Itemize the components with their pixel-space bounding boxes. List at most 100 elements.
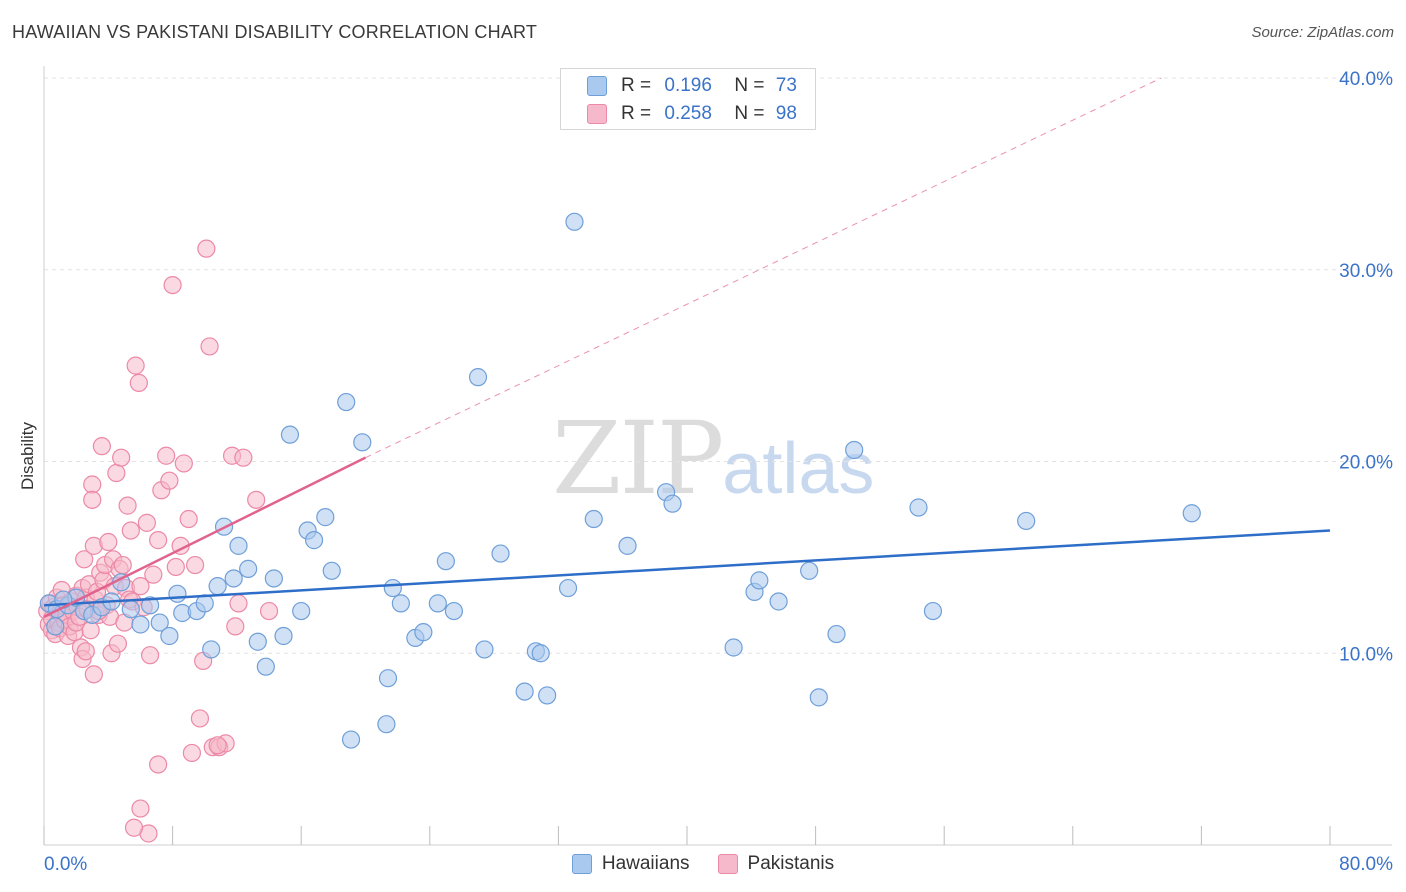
hawaiian-point (515, 682, 534, 701)
hawaiian-point (168, 584, 187, 603)
hawaiian-point (304, 531, 324, 550)
legend-swatch-hawaiians (587, 76, 607, 96)
pakistani-point (163, 275, 182, 295)
hawaiian-point (584, 509, 603, 529)
hawaiian-point (224, 569, 243, 588)
axis-labels: 10.0% 20.0% 30.0% 40.0% 0.0% 80.0% Disability (18, 69, 1393, 875)
pakistani-point (113, 555, 132, 575)
pakistani-point (144, 565, 163, 584)
hawaiian-point (468, 368, 488, 387)
hawaiian-point (383, 578, 402, 598)
legend-n-value: 98 (775, 103, 797, 124)
trend-lines (43, 77, 1331, 618)
hawaiian-point (121, 600, 140, 619)
pakistani-trend-extension (365, 77, 1162, 459)
watermark: ZIPatlas (552, 400, 874, 517)
legend-n-label: N = (734, 103, 765, 124)
hawaiian-point (845, 440, 864, 460)
hawaiian-point (414, 623, 433, 642)
hawaiian-point (663, 494, 682, 513)
y-tick-label: 40.0% (1339, 69, 1393, 90)
legend-r-label: R = (621, 103, 652, 124)
pakistani-trend-line (43, 456, 367, 618)
pakistani-point (226, 617, 245, 636)
hawaiian-point (140, 596, 160, 615)
x-tick-label: 0.0% (44, 854, 87, 875)
hawaiian-point (809, 688, 828, 707)
series-legend: Hawaiians Pakistanis (0, 850, 1406, 878)
legend-label-pakistanis: Pakistanis (747, 853, 835, 874)
hawaiian-point (208, 577, 227, 596)
hawaiian-point (618, 536, 637, 555)
hawaiian-point (353, 433, 372, 452)
hawaiian-point (292, 601, 311, 621)
hawaiian-point (160, 626, 179, 646)
hawaiian-point (444, 601, 464, 621)
pakistani-point (118, 496, 137, 515)
hawaiian-point (239, 559, 258, 578)
pakistani-point (259, 601, 279, 621)
legend-n-label: N = (734, 75, 765, 96)
pakistani-point (200, 337, 219, 356)
hawaiian-point (150, 613, 169, 632)
pakistani-point (208, 736, 227, 755)
hawaiian-point (923, 601, 943, 621)
hawaiian-point (436, 552, 455, 571)
pakistani-point (107, 463, 126, 483)
hawaiian-point (565, 212, 584, 231)
y-tick-label: 10.0% (1339, 644, 1393, 665)
hawaiian-point (337, 392, 356, 412)
pakistani-point (121, 521, 140, 540)
hawaiian-point (827, 624, 846, 644)
hawaiian-point (1182, 504, 1201, 523)
hawaiian-point (322, 561, 341, 580)
hawaiian-point (256, 657, 275, 676)
axes (43, 66, 1392, 846)
hawaiian-point (724, 638, 743, 657)
hawaiian-point (391, 594, 410, 613)
pakistani-point (160, 471, 179, 490)
pakistani-point (129, 373, 148, 392)
pakistani-point (92, 437, 111, 456)
hawaiian-point (280, 425, 300, 444)
legend-r-value: 0.196 (664, 75, 712, 96)
legend-item-pakistanis[interactable]: Pakistanis (717, 853, 835, 875)
hawaiian-point (131, 615, 150, 634)
y-axis-label: Disability (18, 421, 37, 490)
hawaiian-point (341, 730, 361, 749)
pakistani-point (149, 531, 168, 550)
hawaiian-point (475, 640, 494, 659)
pakistani-point (186, 555, 205, 575)
pakistani-point (76, 642, 95, 661)
pakistani-point (174, 454, 193, 473)
legend-r-label: R = (621, 75, 652, 96)
pakistani-point (126, 356, 145, 375)
legend-label-hawaiians: Hawaiians (601, 853, 690, 874)
hawaiian-point (750, 571, 769, 590)
legend-swatch-pakistanis (587, 104, 607, 124)
chart-source: Source: ZipAtlas.com (1251, 24, 1394, 41)
hawaiian-point (428, 594, 447, 613)
y-tick-label: 20.0% (1339, 453, 1393, 474)
hawaiian-point (538, 686, 557, 705)
hawaiian-point (1017, 511, 1036, 531)
legend-row-pakistanis: R = 0.258 N = 98 (561, 101, 797, 127)
pakistani-point (140, 646, 160, 665)
pakistani-point (197, 239, 216, 258)
hawaiian-point (558, 578, 578, 598)
legend-swatch-pakistanis (717, 854, 738, 874)
pakistani-point (84, 665, 103, 684)
hawaiian-trend-line (43, 529, 1331, 607)
hawaiian-point (248, 632, 267, 651)
hawaiian-point (264, 569, 283, 588)
watermark-atlas: atlas (722, 429, 875, 509)
legend-r-value: 0.258 (664, 103, 712, 124)
legend-item-hawaiians[interactable]: Hawaiians (571, 853, 690, 875)
hawaiian-point (46, 617, 65, 636)
y-tick-label: 30.0% (1339, 261, 1393, 282)
x-tick-label: 80.0% (1339, 854, 1393, 875)
pakistani-point (131, 799, 150, 818)
pakistani-point (83, 490, 102, 509)
pakistani-point (137, 513, 156, 532)
